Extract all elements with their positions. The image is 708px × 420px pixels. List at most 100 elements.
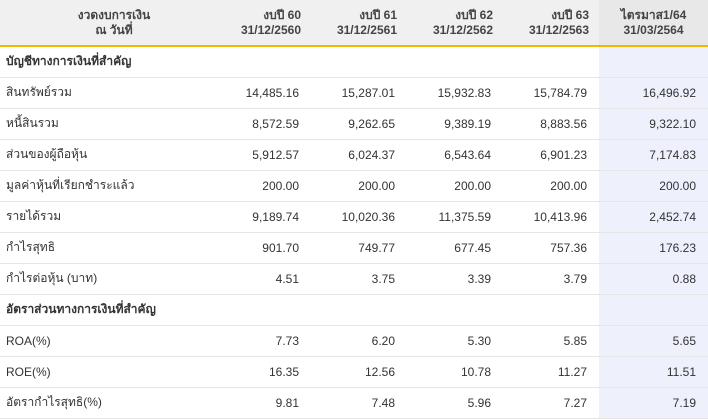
header-col-date: 31/12/2560	[240, 22, 301, 37]
value-cell: 200.00	[503, 170, 599, 202]
value-cell: 16,496.92	[599, 77, 708, 109]
header-col-fy60: งบปี 60 31/12/2560	[208, 0, 311, 47]
value-cell: 2,452.74	[599, 201, 708, 233]
header-col-title: งบปี 62	[455, 7, 493, 22]
header-period-line2: ณ วันที่	[95, 22, 133, 37]
header-col-fy61: งบปี 61 31/12/2561	[311, 0, 407, 47]
value-cell: 7,174.83	[599, 139, 708, 171]
value-cell: 5,912.57	[208, 139, 311, 171]
value-cell: 7.73	[208, 325, 311, 357]
table-row: ส่วนของผู้ถือหุ้น 5,912.57 6,024.37 6,54…	[0, 139, 708, 171]
header-col-fy63: งบปี 63 31/12/2563	[503, 0, 599, 47]
section-title: อัตราส่วนทางการเงินที่สำคัญ	[0, 294, 208, 326]
value-cell: 7.48	[311, 387, 407, 419]
table-row: หนี้สินรวม 8,572.59 9,262.65 9,389.19 8,…	[0, 108, 708, 140]
value-cell: 14,485.16	[208, 77, 311, 109]
row-label: สินทรัพย์รวม	[0, 77, 208, 109]
value-cell: 10.78	[407, 356, 503, 388]
value-cell: 6.20	[311, 325, 407, 357]
row-label: กำไรสุทธิ	[0, 232, 208, 264]
header-col-date: 31/12/2562	[432, 22, 493, 37]
table-header-row: งวดงบการเงิน ณ วันที่ งบปี 60 31/12/2560…	[0, 0, 708, 47]
value-cell: 5.30	[407, 325, 503, 357]
value-cell: 0.88	[599, 263, 708, 295]
value-cell: 11.27	[503, 356, 599, 388]
row-label: มูลค่าหุ้นที่เรียกชำระแล้ว	[0, 170, 208, 202]
value-cell: 15,784.79	[503, 77, 599, 109]
value-cell: 10,413.96	[503, 201, 599, 233]
value-cell: 7.19	[599, 387, 708, 419]
value-cell: 7.27	[503, 387, 599, 419]
empty-cell	[208, 46, 311, 78]
row-label: ส่วนของผู้ถือหุ้น	[0, 139, 208, 171]
value-cell: 3.39	[407, 263, 503, 295]
empty-cell	[311, 46, 407, 78]
section-row-financial-ratios: อัตราส่วนทางการเงินที่สำคัญ	[0, 294, 708, 326]
table-row: มูลค่าหุ้นที่เรียกชำระแล้ว 200.00 200.00…	[0, 170, 708, 202]
value-cell: 16.35	[208, 356, 311, 388]
value-cell: 3.79	[503, 263, 599, 295]
table-row: สินทรัพย์รวม 14,485.16 15,287.01 15,932.…	[0, 77, 708, 109]
value-cell: 200.00	[407, 170, 503, 202]
value-cell: 8,572.59	[208, 108, 311, 140]
empty-cell	[599, 46, 708, 78]
value-cell: 9,389.19	[407, 108, 503, 140]
row-label: ROA(%)	[0, 325, 208, 357]
value-cell: 200.00	[311, 170, 407, 202]
empty-cell	[503, 46, 599, 78]
value-cell: 200.00	[599, 170, 708, 202]
table-row: ROA(%) 7.73 6.20 5.30 5.85 5.65	[0, 325, 708, 357]
value-cell: 176.23	[599, 232, 708, 264]
header-col-title: งบปี 60	[263, 7, 301, 22]
value-cell: 15,287.01	[311, 77, 407, 109]
value-cell: 15,932.83	[407, 77, 503, 109]
value-cell: 9.81	[208, 387, 311, 419]
table-row: อัตรากำไรสุทธิ(%) 9.81 7.48 5.96 7.27 7.…	[0, 387, 708, 419]
header-col-title: งบปี 63	[551, 7, 589, 22]
value-cell: 749.77	[311, 232, 407, 264]
value-cell: 6,024.37	[311, 139, 407, 171]
value-cell: 9,322.10	[599, 108, 708, 140]
header-col-title: ไตรมาส1/64	[620, 7, 687, 22]
value-cell: 5.85	[503, 325, 599, 357]
header-col-date: 31/12/2563	[528, 22, 589, 37]
header-period-label: งวดงบการเงิน ณ วันที่	[0, 0, 208, 47]
value-cell: 4.51	[208, 263, 311, 295]
row-label: ROE(%)	[0, 356, 208, 388]
value-cell: 11.51	[599, 356, 708, 388]
table-row: กำไรต่อหุ้น (บาท) 4.51 3.75 3.39 3.79 0.…	[0, 263, 708, 295]
value-cell: 6,543.64	[407, 139, 503, 171]
value-cell: 5.96	[407, 387, 503, 419]
empty-cell	[407, 294, 503, 326]
value-cell: 677.45	[407, 232, 503, 264]
value-cell: 11,375.59	[407, 201, 503, 233]
table-row: ROE(%) 16.35 12.56 10.78 11.27 11.51	[0, 356, 708, 388]
value-cell: 3.75	[311, 263, 407, 295]
value-cell: 9,262.65	[311, 108, 407, 140]
header-col-date: 31/12/2561	[336, 22, 397, 37]
value-cell: 6,901.23	[503, 139, 599, 171]
empty-cell	[503, 294, 599, 326]
row-label: หนี้สินรวม	[0, 108, 208, 140]
value-cell: 901.70	[208, 232, 311, 264]
value-cell: 8,883.56	[503, 108, 599, 140]
empty-cell	[407, 46, 503, 78]
header-col-title: งบปี 61	[359, 7, 397, 22]
value-cell: 757.36	[503, 232, 599, 264]
empty-cell	[208, 294, 311, 326]
empty-cell	[311, 294, 407, 326]
section-row-financial-accounts: บัญชีทางการเงินที่สำคัญ	[0, 46, 708, 78]
row-label: กำไรต่อหุ้น (บาท)	[0, 263, 208, 295]
value-cell: 12.56	[311, 356, 407, 388]
header-col-q1-64: ไตรมาส1/64 31/03/2564	[599, 0, 708, 47]
value-cell: 5.65	[599, 325, 708, 357]
header-period-line1: งวดงบการเงิน	[77, 7, 151, 22]
row-label: อัตรากำไรสุทธิ(%)	[0, 387, 208, 419]
value-cell: 200.00	[208, 170, 311, 202]
header-col-date: 31/03/2564	[623, 22, 684, 37]
table-row: รายได้รวม 9,189.74 10,020.36 11,375.59 1…	[0, 201, 708, 233]
section-title: บัญชีทางการเงินที่สำคัญ	[0, 46, 208, 78]
empty-cell	[599, 294, 708, 326]
